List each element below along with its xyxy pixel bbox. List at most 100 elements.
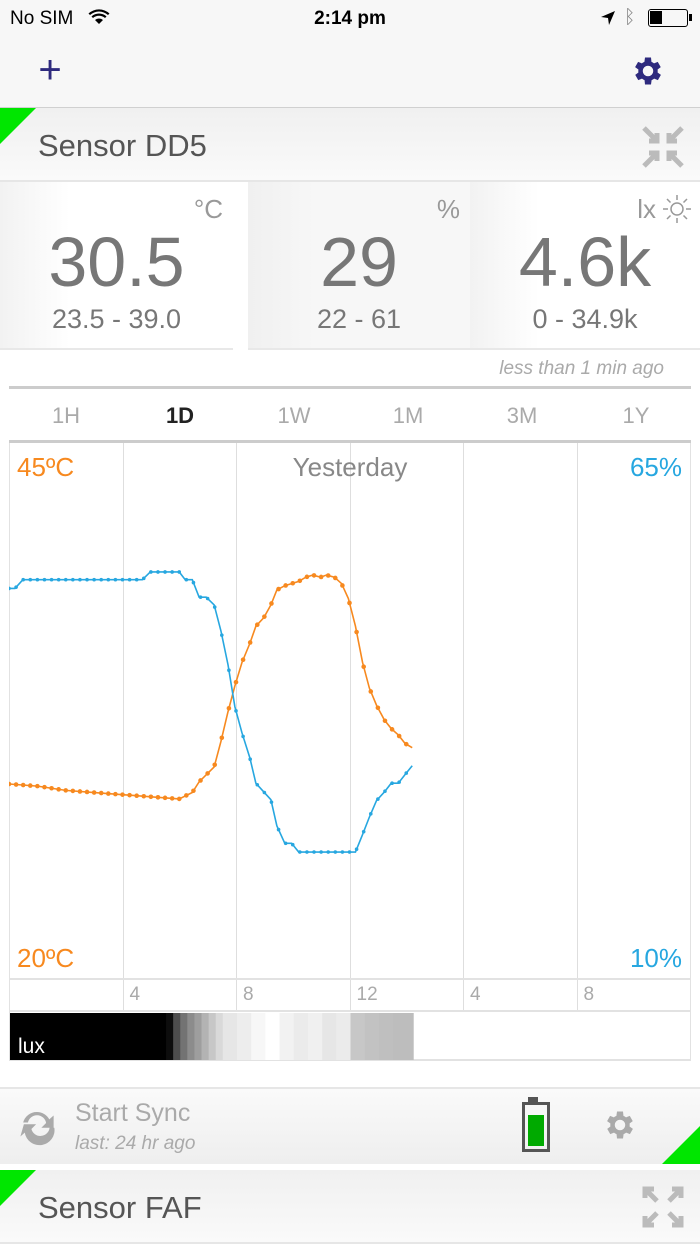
- lux-segment: [251, 1013, 266, 1060]
- lux-segment: [336, 1013, 351, 1060]
- temperature-point: [276, 586, 281, 592]
- sensor-name: Sensor DD5: [38, 128, 207, 163]
- humidity-point: [120, 577, 125, 582]
- temperature-point: [247, 640, 253, 645]
- plus-icon: +: [38, 48, 62, 92]
- temperature-point: [162, 795, 168, 801]
- humidity-point: [376, 797, 380, 801]
- humidity-point: [205, 596, 210, 601]
- lux-segment: [350, 1013, 366, 1060]
- humidity-point: [113, 577, 118, 582]
- lux-segment: [265, 1013, 281, 1060]
- temperature-point: [382, 718, 388, 724]
- temperature-point: [56, 787, 61, 792]
- expand-icon[interactable]: [642, 1186, 684, 1228]
- humidity-point: [78, 577, 82, 582]
- lux-segment: [173, 1013, 181, 1060]
- tab-1h[interactable]: 1H: [51, 403, 81, 428]
- humidity-point: [163, 570, 167, 574]
- lux-segment: [237, 1013, 252, 1060]
- temperature-point: [63, 788, 69, 793]
- temperature-unit: °C: [193, 194, 223, 224]
- gridline: [122, 443, 124, 1010]
- tab-1d[interactable]: 1D: [165, 403, 195, 428]
- sensor-header-dd5[interactable]: Sensor DD5: [0, 108, 700, 182]
- temperature-point: [368, 689, 374, 694]
- gridline: [349, 443, 351, 1010]
- humidity-point: [220, 633, 224, 637]
- battery-icon: [522, 1102, 550, 1152]
- humidity-tile[interactable]: % 29 22 - 61: [248, 182, 470, 350]
- lux-segment: [194, 1013, 203, 1060]
- tab-1m[interactable]: 1M: [392, 403, 424, 428]
- temperature-point: [340, 583, 345, 588]
- temperature-point: [176, 796, 182, 802]
- temperature-tile[interactable]: °C 30.5 23.5 - 39.0: [0, 182, 233, 350]
- humidity-point: [28, 577, 33, 582]
- humidity-axis-max: 65%: [629, 452, 682, 482]
- temperature-point: [354, 629, 359, 635]
- humidity-point: [134, 577, 139, 582]
- humidity-point: [383, 789, 387, 794]
- humidity-point: [191, 580, 196, 585]
- temperature-point: [141, 793, 147, 799]
- lux-segment: [208, 1013, 217, 1060]
- bluetooth-icon: ᛒ: [624, 7, 636, 28]
- gridline: [576, 443, 578, 1010]
- temperature-point: [155, 795, 161, 800]
- humidity-point: [326, 850, 331, 854]
- x-tick-label: 4: [129, 984, 141, 1005]
- light-tile[interactable]: lx 4.6k 0 - 34.9k: [470, 182, 700, 350]
- temperature-point: [269, 601, 274, 606]
- settings-button[interactable]: [630, 53, 666, 89]
- temperature-point: [389, 727, 395, 732]
- temperature-point: [98, 790, 104, 796]
- lux-segment: [293, 1013, 309, 1060]
- chart-plot[interactable]: [9, 443, 691, 978]
- temperature-point: [9, 781, 12, 787]
- humidity-point: [177, 570, 182, 574]
- tab-1y[interactable]: 1Y: [622, 403, 650, 428]
- humidity-point: [71, 577, 75, 582]
- temperature-point: [13, 782, 19, 787]
- humidity-point: [212, 605, 217, 609]
- tab-1w[interactable]: 1W: [277, 403, 311, 428]
- collapse-icon[interactable]: [642, 126, 684, 168]
- sync-icon[interactable]: [16, 1105, 58, 1147]
- humidity-point: [255, 782, 260, 787]
- temperature-point: [169, 796, 175, 801]
- humidity-point: [156, 570, 160, 574]
- temperature-point: [361, 664, 366, 670]
- temperature-point: [297, 578, 303, 584]
- clock: 2:14 pm: [314, 8, 386, 29]
- humidity-point: [368, 812, 373, 816]
- gridline: [463, 443, 464, 1010]
- humidity-point: [390, 781, 394, 786]
- humidity-point: [56, 577, 61, 582]
- humidity-point: [21, 577, 25, 582]
- temperature-point: [396, 733, 402, 739]
- humidity-point: [92, 577, 96, 582]
- temperature-range: 23.5 - 39.0: [51, 304, 182, 334]
- status-corner: [0, 108, 36, 144]
- humidity-point: [149, 570, 153, 574]
- add-sensor-button[interactable]: +: [30, 50, 70, 90]
- temperature-point: [42, 784, 47, 790]
- tab-3m[interactable]: 3M: [506, 403, 538, 428]
- temperature-point: [240, 657, 246, 663]
- lux-segment: [10, 1013, 167, 1060]
- lux-segment: [201, 1013, 210, 1060]
- sensor-header-faf[interactable]: Sensor FAF: [0, 1170, 700, 1244]
- temperature-point: [20, 782, 26, 788]
- sensor-settings-button[interactable]: [602, 1107, 638, 1143]
- lux-segment: [378, 1013, 394, 1060]
- humidity-point: [198, 595, 203, 599]
- temperature-point: [198, 778, 203, 783]
- temperature-point: [113, 791, 118, 797]
- humidity-point: [347, 850, 352, 854]
- temperature-point: [325, 573, 331, 578]
- gear-icon: [607, 1111, 633, 1139]
- humidity-point: [397, 780, 401, 784]
- lux-segment: [180, 1013, 188, 1060]
- start-sync-button[interactable]: Start Sync: [75, 1099, 191, 1127]
